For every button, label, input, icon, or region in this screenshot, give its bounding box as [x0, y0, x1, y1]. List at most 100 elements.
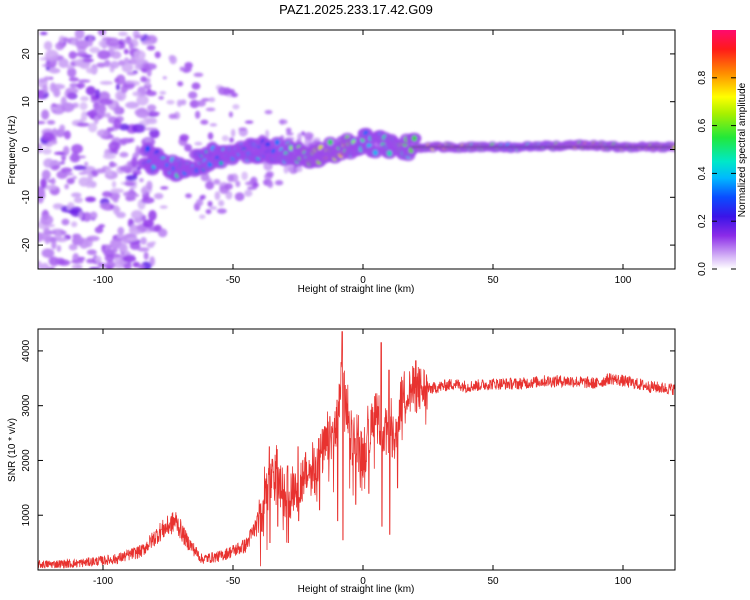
spectrogram-blob	[672, 145, 675, 150]
colorbar-tick-label: 0.2	[697, 214, 708, 228]
colorbar-tick-label: 0.6	[697, 118, 708, 132]
spectrogram-y-tick-label: 20	[21, 48, 32, 60]
spectrogram-blob	[94, 255, 102, 263]
snr-y-tick-label: 4000	[21, 339, 32, 362]
spectrogram-blob	[68, 51, 77, 60]
spectrogram-blob	[118, 123, 130, 131]
spectrogram-blob	[214, 191, 221, 201]
spectrogram-blob	[67, 67, 77, 78]
spectrogram-blob	[139, 178, 144, 183]
spectrogram-blob	[183, 66, 192, 73]
spectrogram-blob	[287, 165, 294, 172]
spectrogram-blob	[121, 39, 129, 43]
spectrogram-blob	[105, 37, 120, 47]
spectrogram-blob	[304, 138, 309, 147]
spectrogram-blob	[41, 109, 50, 120]
spectrogram-blob	[217, 86, 228, 96]
spectrogram-blob	[60, 96, 67, 107]
spectrogram-blob	[54, 229, 62, 241]
spectrogram-blob	[88, 35, 94, 47]
spectrogram-blob	[137, 263, 145, 269]
spectrogram-blob	[86, 235, 100, 242]
spectrogram-blob	[176, 99, 182, 107]
spectrogram-blob	[387, 150, 393, 157]
spectrogram-blob	[189, 99, 200, 109]
colorbar-tick-label: 0.0	[697, 262, 708, 276]
spectrogram-x-label: Height of straight line (km)	[298, 284, 415, 295]
spectrogram-blob	[68, 243, 78, 251]
spectrogram-blob	[89, 46, 101, 54]
spectrogram-blob	[119, 243, 129, 253]
spectrogram-blob	[99, 202, 113, 210]
spectrogram-blob	[66, 64, 75, 70]
spectrogram-blob	[146, 104, 157, 112]
spectrogram-blob	[76, 122, 90, 127]
snr-y-tick-label: 2000	[21, 449, 32, 472]
spectrogram-blob	[141, 40, 153, 46]
spectrogram-blob	[104, 254, 115, 262]
spectrogram-blob	[52, 203, 64, 210]
spectrogram-blob	[102, 153, 116, 160]
spectrogram-blob	[93, 115, 99, 125]
chart-title: PAZ1.2025.233.17.42.G09	[279, 2, 433, 17]
spectrogram-blob	[97, 262, 106, 268]
spectrogram-blob	[97, 50, 111, 60]
spectrogram-blob	[62, 145, 70, 156]
spectrogram-blob	[110, 61, 120, 69]
spectrogram-blob	[85, 67, 97, 74]
snr-series-line	[38, 331, 675, 569]
spectrogram-blob	[40, 262, 50, 269]
colorbar: 0.0 0.2 0.4 0.6 0.8 Normalized spectral ampl…	[697, 30, 748, 276]
spectrogram-blob	[184, 143, 192, 152]
spectrogram-blob	[303, 132, 314, 140]
snr-y-label: SNR (10 * v/v)	[7, 418, 18, 482]
spectrogram-blob	[56, 244, 62, 252]
spectrogram-blob	[162, 76, 167, 80]
spectrogram-blob	[148, 209, 157, 221]
spectrogram-blob	[200, 119, 209, 125]
spectrogram-blob	[96, 129, 110, 138]
spectrogram-blob	[159, 205, 168, 209]
spectrogram-blob	[63, 130, 71, 140]
spectrogram-blob	[126, 72, 137, 76]
spectrogram-blob	[109, 238, 123, 250]
spectrogram-blob	[108, 162, 118, 167]
spectrogram-blob	[98, 91, 111, 102]
spectrogram-blob	[98, 224, 106, 228]
spectrogram-blob	[136, 166, 141, 171]
spectrogram-blob	[86, 110, 94, 117]
spectrogram-blob	[134, 34, 145, 39]
spectrogram-blob	[51, 239, 57, 250]
spectrogram-blob	[312, 137, 321, 142]
spectrogram-blob	[285, 132, 294, 136]
spectrogram-blob	[265, 129, 270, 139]
spectrogram-blob	[94, 226, 104, 234]
spectrogram-blob	[121, 62, 134, 73]
spectrogram-blob	[82, 212, 92, 222]
spectrogram-blob	[81, 111, 88, 122]
spectrogram-blob	[150, 111, 161, 116]
spectrogram-blob	[66, 91, 77, 100]
spectrogram-blob	[123, 83, 136, 87]
spectrogram-blob	[133, 50, 146, 61]
spectrogram-blob	[74, 30, 85, 40]
spectrogram-blob	[109, 204, 114, 209]
spectrogram-y-tick-label: 10	[21, 96, 32, 108]
spectrogram-blob	[77, 256, 86, 261]
snr-y-tick-label: 1000	[21, 504, 32, 527]
spectrogram-x-tick-label: -50	[226, 275, 241, 286]
spectrogram-blob	[88, 122, 98, 133]
spectrogram-blob	[218, 200, 225, 207]
spectrogram-blob	[73, 197, 83, 204]
spectrogram-blob	[177, 81, 184, 87]
spectrogram-blob	[146, 180, 153, 191]
snr-x-tick-label: 50	[487, 576, 499, 587]
spectrogram-blob	[125, 174, 138, 181]
spectrogram-blob	[129, 241, 141, 250]
spectrogram-blob	[97, 30, 107, 36]
spectrogram-blob	[110, 188, 124, 194]
spectrogram-blob	[75, 39, 90, 50]
spectrogram-blob	[67, 209, 81, 214]
spectrogram-blob	[151, 241, 156, 245]
spectrogram-blob	[130, 156, 138, 168]
